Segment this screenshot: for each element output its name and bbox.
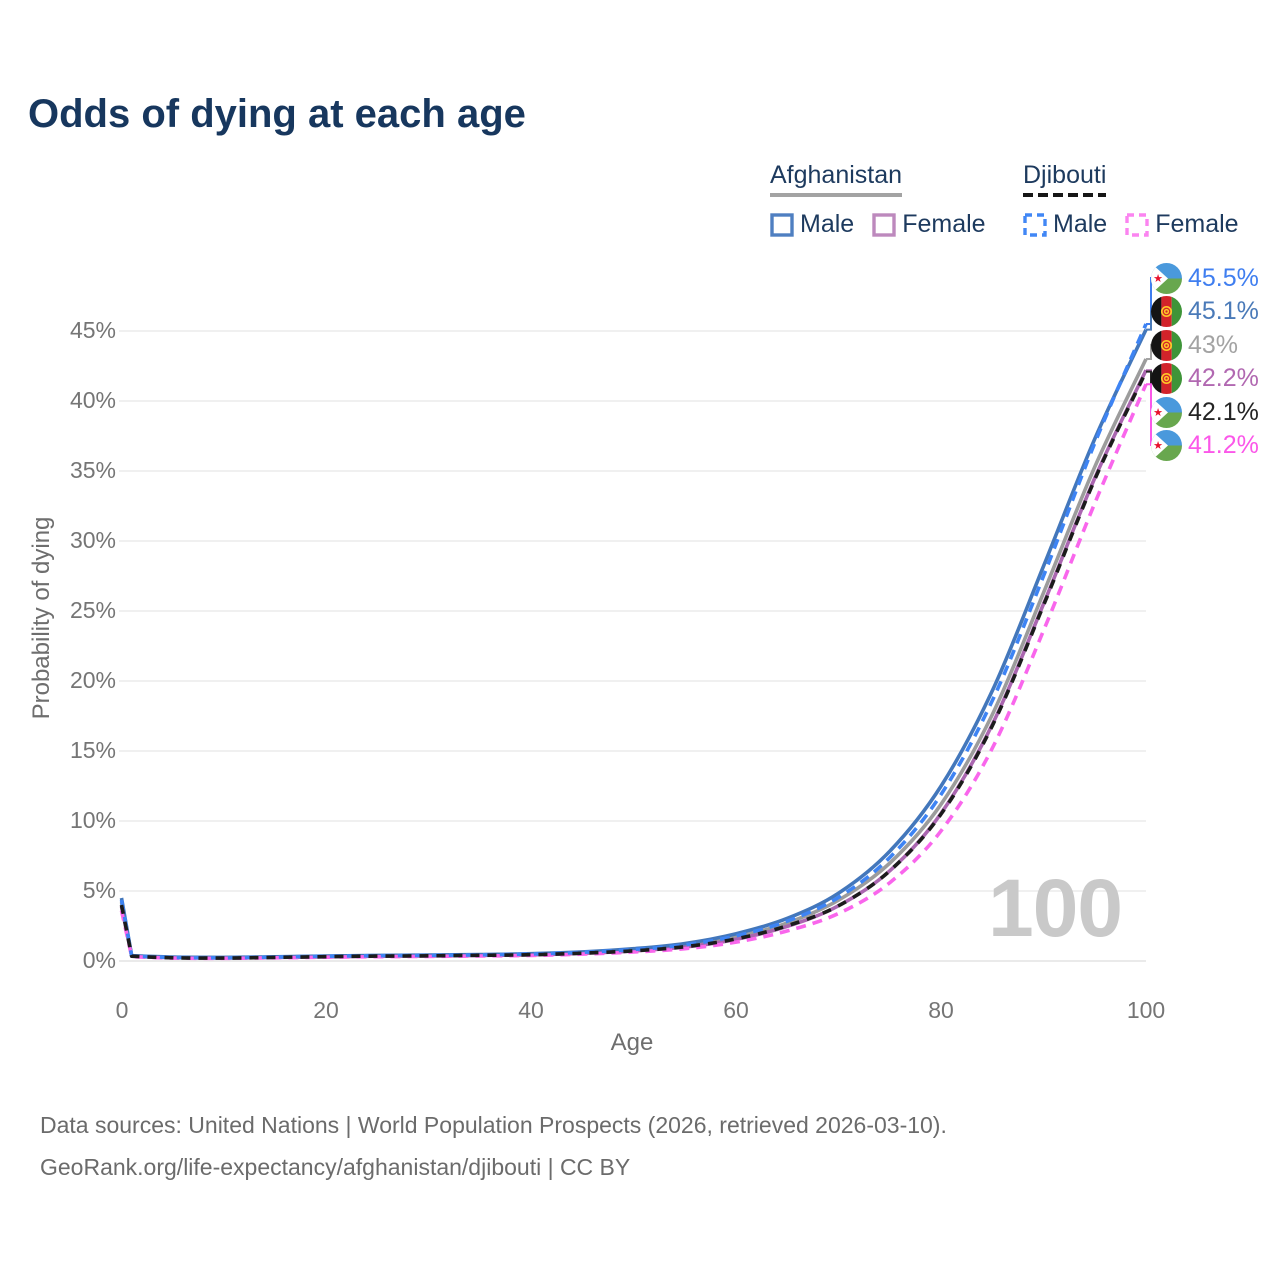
end-label-value: 43%: [1188, 330, 1239, 359]
y-tick-label: 30%: [69, 527, 116, 553]
legend-item-label: Male: [1053, 210, 1108, 238]
afghanistan-flag-icon: [1151, 329, 1182, 361]
y-tick-label: 0%: [82, 947, 116, 973]
y-tick-label: 5%: [82, 877, 116, 903]
attribution-line: GeoRank.org/life-expectancy/afghanistan/…: [40, 1154, 631, 1180]
x-axis-title: Age: [610, 1029, 654, 1056]
line-djibouti-female: [119, 383, 1148, 961]
end-label-value: 45.1%: [1188, 296, 1259, 325]
afghanistan-flag-icon: [1151, 295, 1182, 327]
svg-text:★: ★: [1153, 273, 1163, 285]
y-tick-label: 10%: [69, 807, 116, 833]
y-tick-label: 35%: [69, 457, 116, 483]
legend-swatch-icon: [1023, 212, 1047, 237]
legend-item-label: Female: [1155, 210, 1239, 238]
legend-item-label: Male: [800, 210, 855, 238]
end-label-djibouti-both: ★ 42.1%: [1151, 396, 1259, 428]
djibouti-flag-icon: ★: [1151, 429, 1182, 461]
x-tick-label: 60: [723, 997, 749, 1023]
page-title: Odds of dying at each age: [28, 92, 526, 136]
legend-group-title: Afghanistan: [770, 161, 903, 189]
x-tick-label: 100: [1126, 997, 1166, 1023]
legend-item-afghanistan-male[interactable]: Male: [770, 210, 854, 239]
legend-swatch-icon: [1125, 212, 1149, 237]
legend-dashed-underline: [1023, 193, 1107, 197]
djibouti-flag-icon: ★: [1151, 262, 1182, 294]
y-tick-label: 40%: [69, 387, 116, 413]
end-label-afghanistan-both: 43%: [1151, 329, 1238, 361]
afghanistan-flag-icon: [1151, 362, 1182, 394]
legend-group-title: Djibouti: [1023, 161, 1107, 189]
legend-item-djibouti-male[interactable]: Male: [1023, 210, 1107, 239]
end-label-djibouti-female: ★ 41.2%: [1151, 429, 1259, 461]
legend-item-label: Female: [902, 210, 986, 238]
footer: Data sources: United Nations | World Pop…: [40, 1104, 947, 1188]
x-tick-label: 20: [313, 997, 339, 1023]
end-label-value: 42.2%: [1188, 363, 1259, 392]
y-tick-label: 45%: [69, 317, 116, 343]
end-label-afghanistan-female: 42.2%: [1151, 362, 1259, 394]
svg-text:★: ★: [1153, 440, 1163, 452]
end-label-djibouti-male: ★ 45.5%: [1151, 262, 1259, 294]
y-tick-label: 20%: [69, 667, 116, 693]
legend-solid-underline: [770, 193, 903, 197]
x-tick-label: 0: [115, 997, 129, 1023]
line-djibouti-both: [119, 370, 1148, 960]
end-label-value: 41.2%: [1188, 430, 1259, 459]
djibouti-flag-icon: ★: [1151, 396, 1182, 428]
end-label-afghanistan-male: 45.1%: [1151, 295, 1259, 327]
x-tick-label: 40: [518, 997, 544, 1023]
legend-group-afghanistan: Afghanistan Male Female: [770, 161, 986, 239]
legend-swatch-icon: [770, 212, 794, 237]
x-tick-label: 80: [928, 997, 954, 1023]
end-label-value: 45.5%: [1188, 263, 1259, 292]
svg-text:★: ★: [1153, 407, 1163, 419]
y-tick-label: 25%: [69, 597, 116, 623]
legend-item-djibouti-female[interactable]: Female: [1125, 210, 1239, 239]
legend-group-djibouti: Djibouti Male Female: [1023, 161, 1239, 239]
legend-item-afghanistan-female[interactable]: Female: [872, 210, 986, 239]
end-label-value: 42.1%: [1188, 397, 1259, 426]
y-tick-label: 15%: [69, 737, 116, 763]
data-source-line: Data sources: United Nations | World Pop…: [40, 1112, 947, 1138]
age-counter-watermark: 100: [988, 863, 1123, 954]
legend-swatch-icon: [872, 212, 896, 237]
